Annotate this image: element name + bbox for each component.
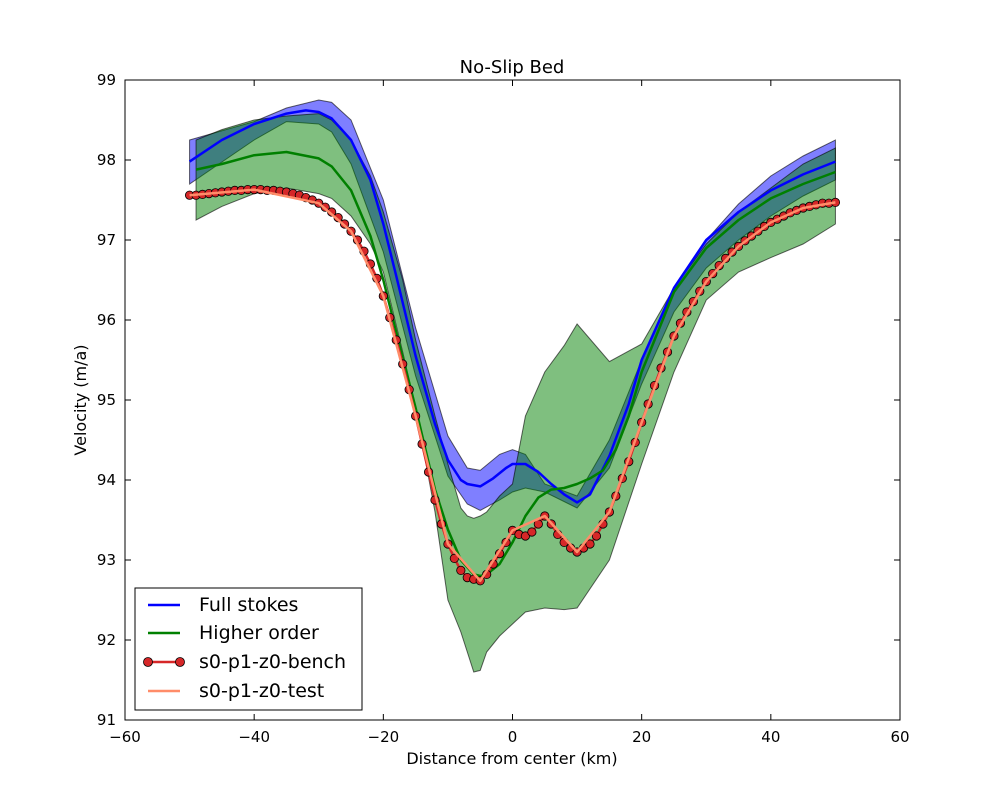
y-tick-label: 96: [97, 311, 116, 329]
x-tick-label: 60: [890, 728, 909, 746]
data-point-s0-p1-z0-bench: [721, 253, 731, 263]
series-line-full-stokes: [188, 109, 836, 504]
y-tick-label: 95: [97, 391, 116, 409]
y-tick-label: 93: [97, 551, 116, 569]
y-tick-label: 99: [97, 71, 116, 89]
y-tick-label: 97: [97, 231, 116, 249]
y-tick-label: 91: [97, 711, 116, 729]
data-point-s0-p1-z0-bench: [527, 527, 537, 537]
x-tick-label: −60: [109, 728, 141, 746]
legend-label-higher-order: Higher order: [199, 622, 319, 644]
x-tick-label: −40: [238, 728, 270, 746]
data-point-s0-p1-z0-bench: [585, 539, 595, 549]
series-line-higher-order: [195, 150, 836, 578]
x-tick-label: 40: [761, 728, 780, 746]
x-tick-label: 0: [508, 728, 518, 746]
y-tick-label: 98: [97, 151, 116, 169]
data-point-s0-p1-z0-bench: [449, 553, 459, 564]
y-tick-label: 94: [97, 471, 116, 489]
legend-label-test: s0-p1-z0-test: [199, 680, 324, 702]
y-axis-label: Velocity (m/a): [71, 344, 90, 455]
chart-title: No-Slip Bed: [460, 57, 565, 78]
x-axis: −60 −40 −20 0 20 40 60: [109, 80, 910, 746]
series-layer: [184, 109, 841, 586]
data-point-s0-p1-z0-bench: [591, 531, 602, 541]
legend-marker-bench-left: [143, 657, 153, 667]
series-line-s0-p1-z0-test: [189, 188, 836, 583]
y-tick-label: 92: [97, 631, 116, 649]
legend-box: [134, 587, 363, 711]
x-axis-label: Distance from center (km): [406, 749, 617, 768]
legend-marker-bench-right: [175, 657, 185, 667]
legend: Full stokes Higher order s0-p1-z0-bench …: [134, 587, 363, 711]
data-point-s0-p1-z0-bench: [456, 565, 466, 576]
x-tick-label: 20: [632, 728, 651, 746]
y-axis: 91 92 93 94 95 96 97 98 99: [97, 71, 900, 729]
legend-label-full-stokes: Full stokes: [199, 594, 298, 616]
x-tick-label: −20: [368, 728, 400, 746]
legend-label-bench: s0-p1-z0-bench: [199, 651, 346, 673]
